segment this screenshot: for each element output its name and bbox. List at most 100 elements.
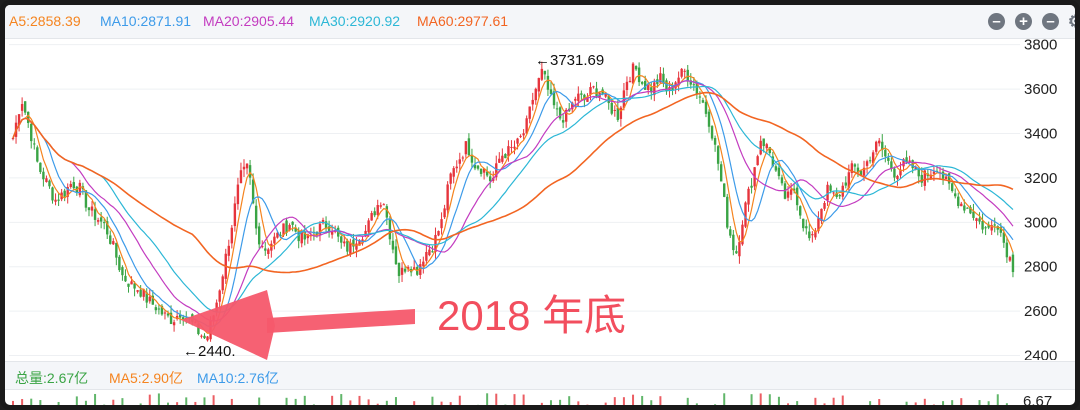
volume-bar [522,394,525,405]
candle-body [862,167,866,176]
volume-bar [176,402,179,405]
volume-bar [48,405,50,410]
volume-bar [121,398,124,405]
candle-body [102,222,106,224]
volume-bar [650,400,653,405]
candle-body [1008,257,1012,261]
volume-bar [103,404,106,405]
candle-body [713,138,717,145]
candle-body [960,203,963,207]
volume-bar [586,404,589,405]
volume-bar [604,402,607,405]
candle-body [659,73,662,83]
candle-body [665,80,668,92]
volume-bar [303,395,306,405]
volume-bar [577,401,580,405]
candle-body [881,141,884,150]
collapse-icon[interactable]: – [1042,13,1059,30]
ma20-label: MA20:2905.44 [203,13,295,29]
volume-bar [741,406,743,410]
candle-body [990,225,993,231]
candle-body [297,230,300,242]
candle-body [923,170,927,186]
candle-body [555,108,559,110]
candle-body [695,81,699,94]
candle-body [36,147,39,162]
candle-body [303,231,306,240]
volume-total-label: 总量:2.67亿 [15,370,89,386]
candle-body [288,224,291,231]
candle-body [157,308,161,310]
candle-body [744,202,747,227]
zoom-in-icon[interactable]: + [1015,13,1032,30]
volume-bar [978,400,981,405]
candle-body [440,219,443,229]
candle-body [406,266,410,270]
candle-body [932,171,936,174]
ma-legend-bar: A5:2858.39 MA10:2871.91 MA20:2905.44 MA3… [5,5,1075,39]
candle-body [182,317,185,320]
settings-gear-icon[interactable]: ⚙ [1067,13,1075,30]
candle-body [957,196,960,206]
candle-body [835,192,838,197]
volume-bar [686,397,689,405]
candle-body [45,178,48,182]
candle-body [689,80,692,85]
candle-body [498,158,501,163]
candle-body [890,161,893,169]
candle-body [683,70,686,72]
volume-bar [714,404,717,405]
volume-bar [431,396,434,405]
candle-body [63,190,66,197]
volume-bar [75,396,78,405]
volume-bar [12,400,14,405]
candle-body [200,335,203,337]
candle-body [947,173,951,184]
volume-bar [559,399,562,405]
volume-bar [540,402,543,405]
volume-bar [222,406,224,410]
candle-body [929,174,933,180]
volume-bar [285,397,288,405]
candle-body [482,168,486,173]
candle-body [853,164,857,167]
candle-body [738,242,741,257]
candle-body [115,242,118,258]
candle-body [373,211,376,216]
candle-body [981,221,984,230]
candle-body [276,232,279,238]
candle-body [887,157,890,161]
candle-body [914,166,917,170]
volume-bar [641,395,644,405]
zoom-out-icon[interactable]: – [988,13,1005,30]
candle-body [616,107,620,120]
candle-body [543,70,547,75]
candle-body [972,211,975,218]
volume-bar [1005,403,1008,405]
y-tick-label: 3600 [1024,81,1057,98]
candle-body [476,165,480,169]
candle-body [540,68,544,80]
candle-body [121,267,124,276]
y-axis: 2400 2600 2800 3000 3200 3400 3600 3800 [1024,38,1057,360]
candle-body [227,245,230,256]
candle-body [106,221,109,235]
volume-bar [987,401,990,405]
volume-bar [678,406,680,410]
y-tick-label: 3000 [1024,214,1057,231]
volume-bar [787,403,790,405]
volume-bar [30,398,33,405]
candle-body [574,98,577,101]
candle-body [771,156,775,167]
volume-bar [495,393,498,405]
candle-body [230,227,234,244]
volume-bar [896,405,898,410]
volume-bar [349,400,352,405]
candle-body [197,323,200,335]
candle-body [865,161,869,166]
candle-body [39,162,42,172]
candle-body [856,167,860,173]
candle-body [324,221,328,229]
candle-body [467,138,471,156]
candle-body [917,168,920,177]
